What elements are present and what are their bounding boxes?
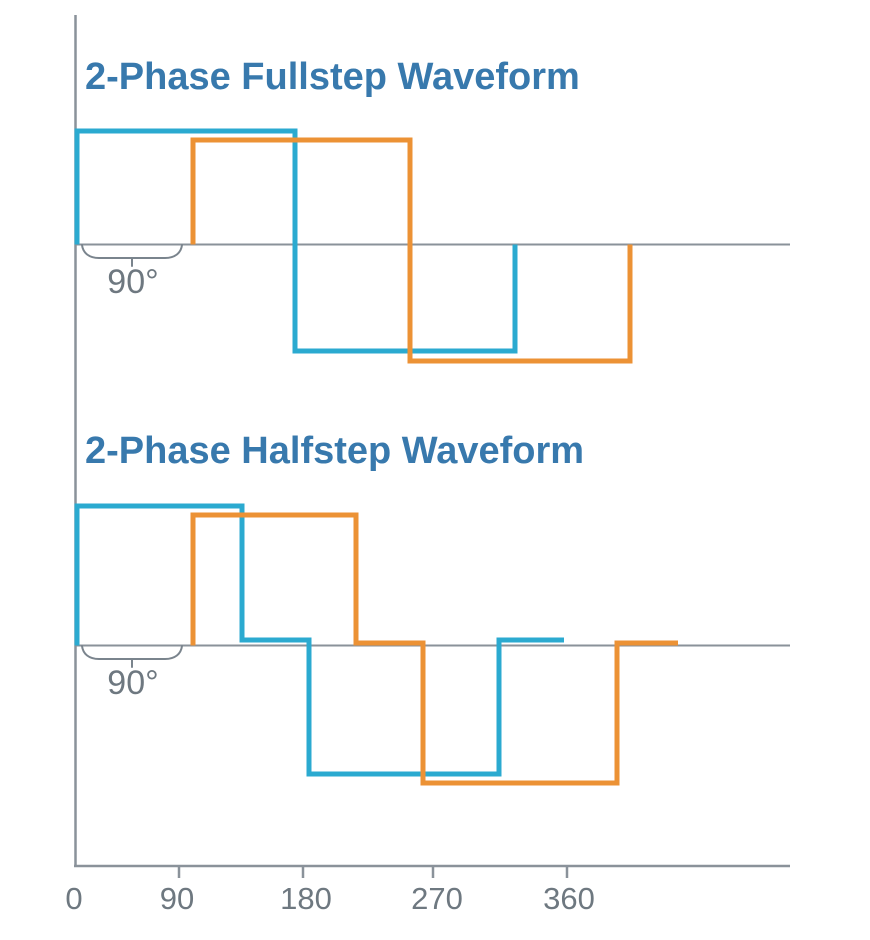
chart-halfstep: 2-Phase Halfstep Waveform 90° [74,430,790,786]
x-axis-label-270: 270 [411,881,463,916]
chart-fullstep-phase-shift-brace [81,244,183,267]
chart-fullstep-series [74,128,633,364]
x-axis-label-0: 0 [65,881,82,916]
chart-halfstep-phase-shift-brace [81,645,183,668]
halfstep-phase-b-waveform [190,512,678,786]
x-axis-label-90: 90 [160,881,194,916]
fullstep-phase-a-waveform [74,128,518,354]
chart-fullstep-title: 2-Phase Fullstep Waveform [85,56,580,98]
x-axis-label-360: 360 [543,881,595,916]
halfstep-phase-a-waveform [74,503,564,777]
chart-halfstep-title: 2-Phase Halfstep Waveform [85,430,584,472]
x-axis-label-180: 180 [280,881,332,916]
x-axis: 0 90 180 270 360 [65,864,790,916]
chart-halfstep-series [74,503,678,786]
fullstep-phase-b-waveform [190,137,633,364]
chart-halfstep-phase-shift-label: 90° [107,664,158,702]
chart-fullstep: 2-Phase Fullstep Waveform 90° [74,56,790,364]
chart-fullstep-phase-shift-label: 90° [107,263,158,301]
